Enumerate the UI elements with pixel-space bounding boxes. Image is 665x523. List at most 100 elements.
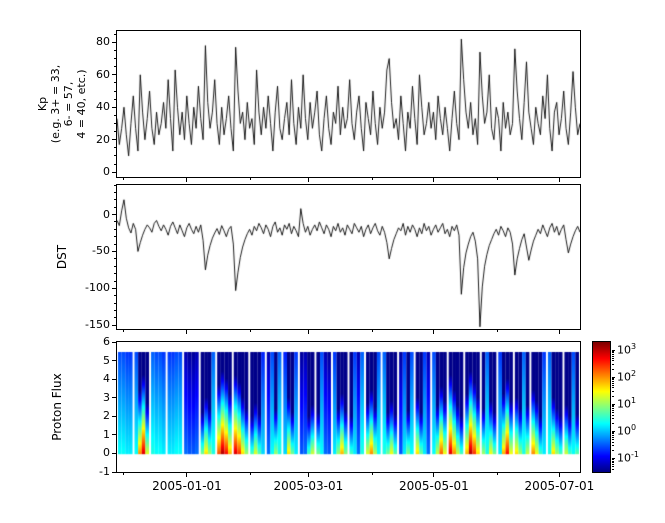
y-tick xyxy=(112,378,116,380)
colorbar-minor-tick xyxy=(612,353,614,355)
colorbar-minor-tick xyxy=(612,350,614,352)
colorbar-exponent: -1 xyxy=(631,450,639,460)
y-minor-tick xyxy=(114,163,116,165)
colorbar-minor-tick xyxy=(612,417,614,419)
y-tick-label: 1 xyxy=(103,427,110,441)
y-minor-tick xyxy=(114,90,116,92)
y-minor-tick xyxy=(114,191,116,193)
colorbar-minor-tick xyxy=(612,395,614,397)
x-tick xyxy=(433,473,435,477)
colorbar-gradient-canvas xyxy=(593,342,610,472)
y-tick-label: 40 xyxy=(96,100,110,114)
colorbar-minor-tick xyxy=(612,409,614,411)
y-minor-tick xyxy=(114,184,116,186)
colorbar-minor-tick xyxy=(612,468,614,470)
colorbar-minor-tick xyxy=(612,445,614,447)
colorbar-tick-label: 10-1 xyxy=(617,450,639,466)
kp-axis-label-line: (e.g. 3+ = 33, xyxy=(49,64,62,144)
kp-plot-canvas xyxy=(117,31,580,177)
y-minor-tick xyxy=(114,33,116,35)
colorbar-minor-tick xyxy=(612,441,614,443)
colorbar-minor-tick xyxy=(612,422,614,424)
y-tick-label: 0 xyxy=(103,446,110,460)
colorbar-minor-tick xyxy=(612,435,614,437)
colorbar-exponent: 0 xyxy=(631,423,637,433)
kp-axis-label-line: Kp xyxy=(36,96,49,112)
colorbar-minor-tick xyxy=(612,357,614,359)
y-minor-tick xyxy=(114,155,116,157)
x-tick xyxy=(186,473,188,477)
y-tick-label: 3 xyxy=(103,390,110,404)
y-tick xyxy=(112,360,116,362)
y-minor-tick xyxy=(114,310,116,312)
y-minor-tick xyxy=(114,280,116,282)
dst-plot-canvas xyxy=(117,185,580,329)
colorbar-tick xyxy=(612,430,615,432)
x-tick xyxy=(307,473,309,477)
dst-axis-label: DST xyxy=(55,244,69,270)
x-minor-tick xyxy=(371,330,373,332)
y-minor-tick xyxy=(114,147,116,149)
y-tick xyxy=(112,106,116,108)
y-minor-tick xyxy=(114,317,116,319)
y-tick xyxy=(112,287,116,289)
colorbar-minor-tick xyxy=(612,405,614,407)
x-tick xyxy=(433,330,435,334)
x-minor-tick xyxy=(371,178,373,180)
colorbar-exponent: 2 xyxy=(631,369,637,379)
y-minor-tick xyxy=(114,66,116,68)
y-minor-tick xyxy=(114,228,116,230)
y-tick-label: 4 xyxy=(103,372,110,386)
colorbar-exponent: 3 xyxy=(631,342,637,352)
y-tick-label: 0 xyxy=(103,165,110,179)
y-tick xyxy=(112,171,116,173)
y-tick-label: 20 xyxy=(96,132,110,146)
y-minor-tick xyxy=(114,302,116,304)
y-minor-tick xyxy=(114,273,116,275)
x-minor-tick xyxy=(497,330,499,332)
colorbar-minor-tick xyxy=(612,460,614,462)
colorbar-exponent: 1 xyxy=(631,396,637,406)
y-tick xyxy=(112,434,116,436)
y-minor-tick xyxy=(114,58,116,60)
colorbar-minor-tick xyxy=(612,382,614,384)
y-minor-tick xyxy=(114,131,116,133)
x-tick xyxy=(433,178,435,182)
y-tick-label: 0 xyxy=(103,207,110,221)
colorbar-minor-tick xyxy=(612,414,614,416)
proton-flux-heatmap-canvas xyxy=(117,342,580,472)
x-minor-tick xyxy=(497,178,499,180)
y-minor-tick xyxy=(114,122,116,124)
x-tick-label: 2005-07-01 xyxy=(524,479,595,493)
x-tick xyxy=(307,178,309,182)
y-minor-tick xyxy=(114,265,116,267)
y-tick-label: 60 xyxy=(96,67,110,81)
y-tick xyxy=(112,250,116,252)
colorbar-tick-label: 102 xyxy=(617,369,637,384)
colorbar-tick xyxy=(612,457,615,459)
x-tick xyxy=(186,330,188,334)
proton-flux-axis-label: Proton Flux xyxy=(50,373,64,441)
colorbar-minor-tick xyxy=(612,439,614,441)
colorbar-minor-tick xyxy=(612,368,614,370)
y-tick xyxy=(112,324,116,326)
y-tick xyxy=(112,139,116,141)
y-tick-label: -1 xyxy=(99,465,110,478)
x-tick xyxy=(186,178,188,182)
colorbar-minor-tick xyxy=(612,463,614,465)
colorbar-tick-label: 103 xyxy=(617,342,637,357)
colorbar-tick-label: 100 xyxy=(617,423,637,439)
colorbar-minor-tick xyxy=(612,360,614,362)
y-minor-tick xyxy=(114,82,116,84)
colorbar-minor-tick xyxy=(612,466,614,468)
x-tick xyxy=(558,473,560,477)
x-tick-label: 2005-01-01 xyxy=(152,479,222,493)
colorbar-minor-tick xyxy=(612,449,614,451)
colorbar-minor-tick xyxy=(612,390,614,392)
y-tick xyxy=(112,415,116,417)
colorbar xyxy=(592,341,611,473)
y-minor-tick xyxy=(114,98,116,100)
colorbar-tick-label: 101 xyxy=(617,396,637,411)
y-minor-tick xyxy=(114,221,116,223)
colorbar-minor-tick xyxy=(612,436,614,438)
